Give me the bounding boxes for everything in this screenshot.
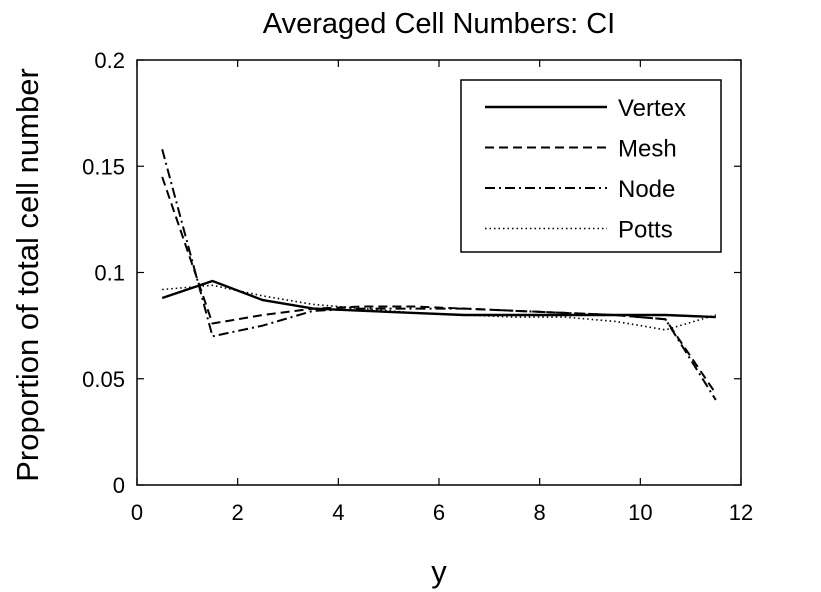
chart-title: Averaged Cell Numbers: CI bbox=[263, 8, 615, 40]
series-line-vertex bbox=[161, 279, 716, 319]
y-tick-label: 0 bbox=[113, 473, 125, 498]
y-tick-label: 0.1 bbox=[94, 261, 125, 286]
x-tick-label: 6 bbox=[433, 500, 445, 525]
series-line-potts bbox=[162, 284, 717, 331]
legend-label-node: Node bbox=[618, 176, 675, 203]
x-axis-label: y bbox=[431, 554, 447, 589]
legend-box bbox=[460, 79, 722, 253]
x-tick-label: 4 bbox=[332, 500, 344, 525]
x-tick-label: 8 bbox=[534, 500, 546, 525]
y-tick-label: 0.2 bbox=[94, 48, 125, 73]
x-tick-label: 2 bbox=[232, 500, 244, 525]
ticks-layer: 0 2 4 6 8 10 12 0 0.05 0.1 0.15 0.2 bbox=[82, 48, 753, 525]
legend-label-vertex: Vertex bbox=[618, 95, 686, 122]
x-tick-label: 12 bbox=[729, 500, 753, 525]
x-tick-label: 0 bbox=[131, 500, 143, 525]
y-tick-label: 0.15 bbox=[82, 154, 125, 179]
legend-label-potts: Potts bbox=[618, 217, 673, 244]
y-tick-label: 0.05 bbox=[82, 367, 125, 392]
series-layer bbox=[161, 149, 717, 401]
y-axis-label: Proportion of total cell number bbox=[10, 68, 45, 482]
legend: Vertex Mesh Node Potts bbox=[460, 79, 722, 253]
legend-label-mesh: Mesh bbox=[618, 136, 677, 163]
x-tick-label: 10 bbox=[628, 500, 652, 525]
series-line-node bbox=[161, 149, 717, 401]
